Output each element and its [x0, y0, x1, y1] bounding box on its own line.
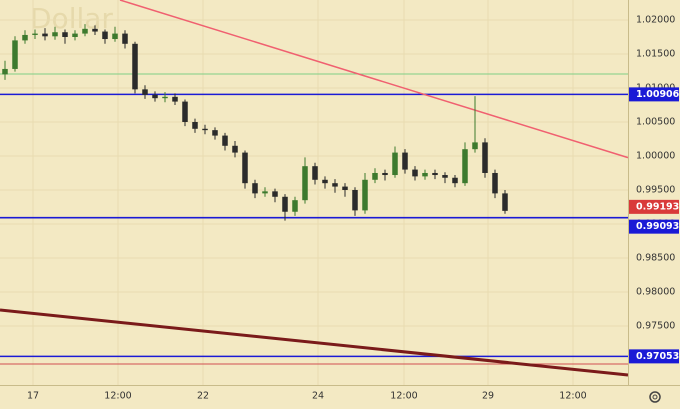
candle-body [52, 32, 58, 37]
candle-body [502, 193, 508, 211]
x-tick-label: 17 [27, 391, 39, 402]
candle-body [492, 172, 498, 194]
candle-body [312, 166, 318, 180]
candle-body [262, 191, 268, 194]
x-tick-label: 29 [482, 391, 494, 402]
candle-body [22, 34, 28, 41]
candle-body [32, 33, 38, 35]
candle-body [392, 152, 398, 176]
candle-body [12, 40, 18, 69]
y-tick-label: 1.00000 [636, 150, 675, 161]
candle-body [452, 177, 458, 184]
candle-body [192, 121, 198, 129]
candle-body [482, 142, 488, 173]
price-tag-label: 1.00906 [636, 89, 680, 100]
candle-body [462, 149, 468, 184]
candle-body [42, 33, 48, 37]
watermark: Dollar [30, 2, 113, 35]
x-tick-label: 24 [312, 391, 324, 402]
candle-body [342, 186, 348, 190]
candle-body [432, 172, 438, 176]
candle-body [72, 33, 78, 37]
candle-body [422, 172, 428, 177]
candle-body [352, 189, 358, 211]
candle-body [182, 101, 188, 122]
candle-body [282, 196, 288, 212]
x-tick-label: 22 [197, 391, 209, 402]
price-tag [629, 199, 679, 214]
price-tag-label: 0.97053 [636, 351, 679, 362]
candle-body [112, 33, 118, 40]
x-tick-label: 12:00 [390, 391, 417, 402]
price-tag [629, 87, 679, 102]
price-tag [629, 219, 679, 234]
candle-body [202, 128, 208, 131]
candle-body [82, 28, 88, 34]
candle-body [232, 145, 238, 153]
trend-line [119, 0, 629, 159]
x-tick-label: 12:00 [104, 391, 131, 402]
candle-body [142, 89, 148, 95]
candle-body [62, 32, 68, 37]
candle-body [442, 175, 448, 178]
candle-body [2, 68, 8, 75]
candle-body [212, 130, 218, 136]
candle-body [292, 200, 298, 212]
candle-body [322, 179, 328, 184]
y-tick-label: 0.98000 [636, 286, 675, 297]
candle-body [372, 172, 378, 180]
price-tag-label: 0.99193 [636, 201, 679, 212]
x-tick-label: 12:00 [559, 391, 586, 402]
candle-body [382, 172, 388, 176]
trend-line [0, 308, 629, 377]
candle-body [222, 135, 228, 146]
candle-body [362, 179, 368, 211]
candle-body [152, 94, 158, 99]
candle-body [252, 183, 258, 194]
candle-body [162, 96, 168, 99]
candle-body [242, 152, 248, 184]
candle-body [102, 31, 108, 40]
candle-body [332, 183, 338, 187]
y-tick-label: 1.02000 [636, 14, 675, 25]
y-tick-label: 0.99500 [636, 184, 675, 195]
y-tick-label: 0.97500 [636, 320, 675, 331]
settings-icon[interactable] [649, 391, 661, 403]
candle-body [132, 43, 138, 90]
candle-body [402, 152, 408, 170]
price-tag-label: 0.99093 [636, 221, 679, 232]
candle-body [412, 169, 418, 177]
y-tick-label: 1.01500 [636, 48, 675, 59]
candle-body [122, 33, 128, 44]
candle-body [272, 191, 278, 197]
candle-body [302, 166, 308, 201]
candle-body [172, 96, 178, 102]
candle-body [92, 28, 98, 32]
candle-body [472, 142, 478, 150]
price-tag [629, 349, 679, 364]
y-tick-label: 0.98500 [636, 252, 675, 263]
y-tick-label: 1.00500 [636, 116, 675, 127]
